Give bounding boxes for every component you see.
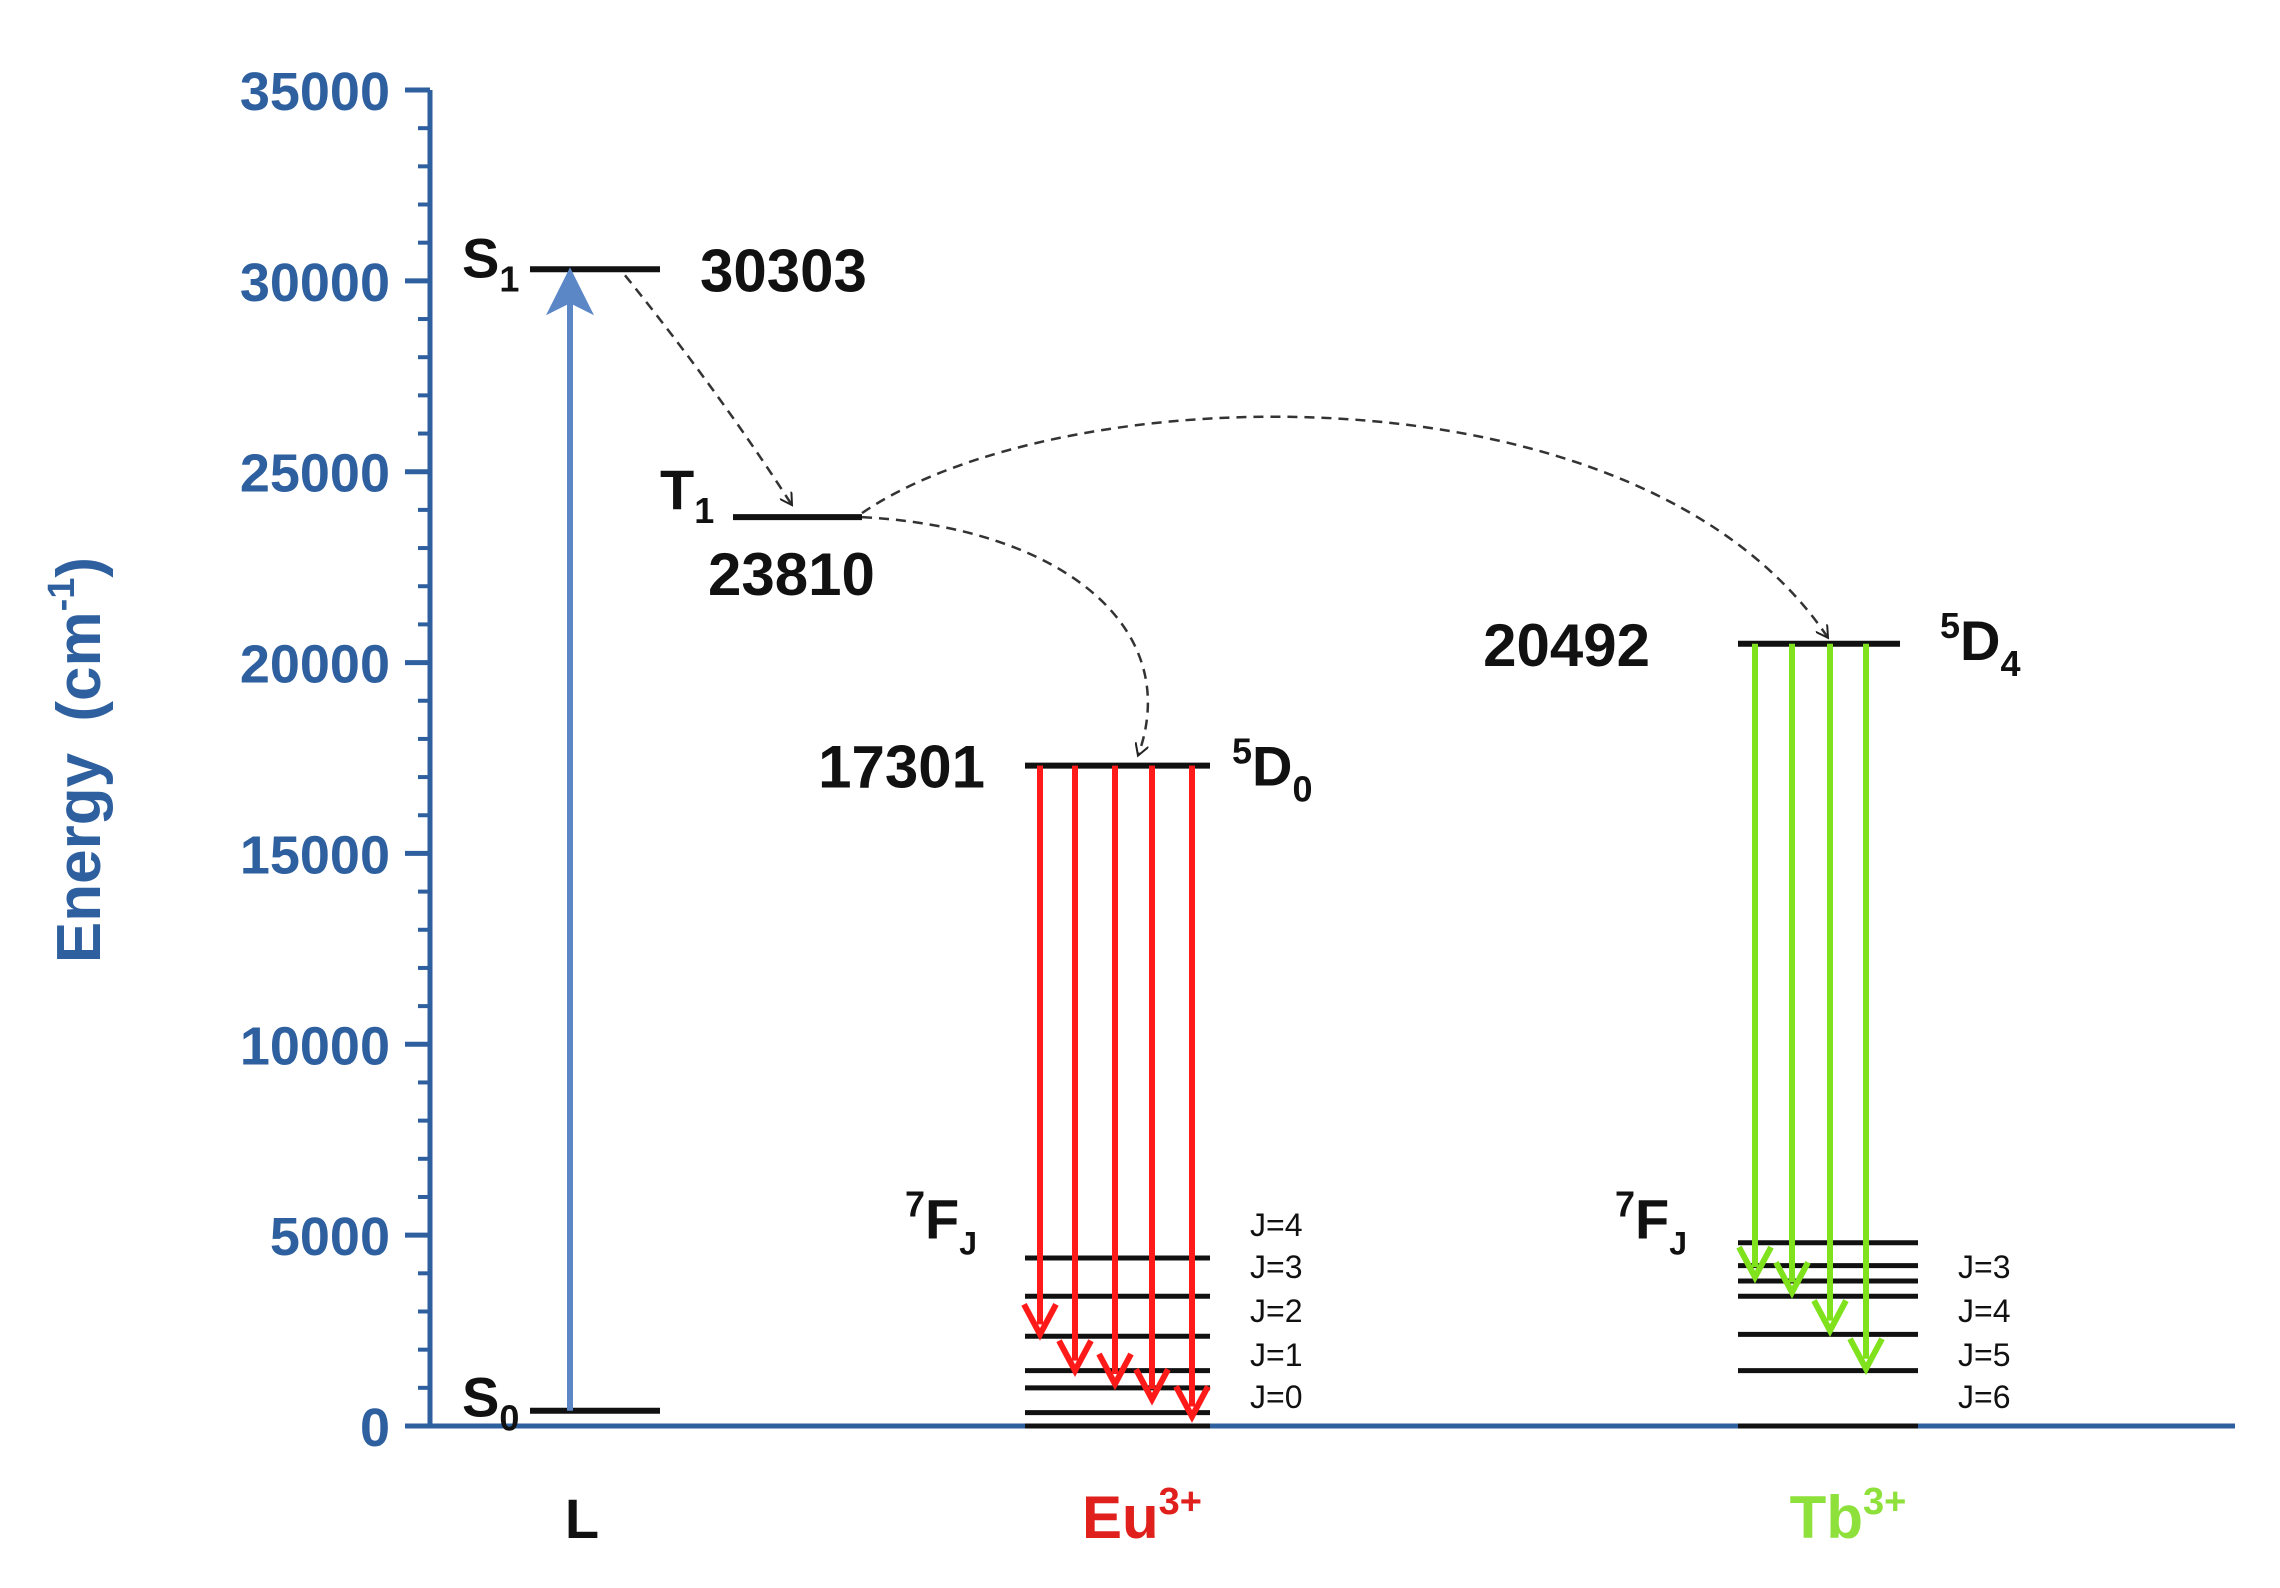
y-axis: 0 5000 10000 15000 20000 25000 30000 35000 bbox=[240, 62, 2235, 1458]
tb-arrowhead bbox=[1811, 1299, 1849, 1337]
eu-7fj-label: 7FJ bbox=[905, 1183, 977, 1261]
tb-column-label: Tb3+ bbox=[1790, 1481, 1907, 1551]
tb-arrowhead bbox=[1847, 1337, 1885, 1376]
eu-j-label: J=4 bbox=[1250, 1207, 1302, 1243]
tb-7fj-label: 7FJ bbox=[1615, 1183, 1687, 1261]
s1-label: S1 bbox=[462, 226, 519, 299]
ligand-levels bbox=[530, 266, 862, 1414]
tb-arrowhead bbox=[1773, 1260, 1811, 1299]
eu-j-label: J=1 bbox=[1250, 1337, 1302, 1373]
tb-levels: J=3 J=4 J=5 J=6 bbox=[1736, 640, 2010, 1429]
y-tick-label: 35000 bbox=[240, 62, 390, 122]
y-axis-title-unit-close: ) bbox=[45, 557, 114, 578]
t1-to-eu-transfer-arrow bbox=[861, 515, 1150, 755]
t1-energy-value: 23810 bbox=[708, 541, 875, 608]
y-axis-title: Energy (cm-1) bbox=[41, 557, 114, 963]
tb-5d4-energy-value: 20492 bbox=[1483, 612, 1650, 679]
y-axis-title-unit-sup: -1 bbox=[41, 578, 83, 612]
eu-j-label: J=0 bbox=[1250, 1379, 1302, 1415]
eu-arrowhead bbox=[1021, 1302, 1059, 1341]
svg-text:Energy (cm-1): Energy (cm-1) bbox=[41, 557, 114, 963]
eu-arrowhead bbox=[1096, 1352, 1134, 1391]
tb-j-label: J=3 bbox=[1958, 1249, 2010, 1285]
eu-5d0-energy-value: 17301 bbox=[818, 734, 985, 801]
eu-arrowhead bbox=[1173, 1385, 1211, 1423]
y-tick-label: 15000 bbox=[240, 825, 390, 885]
y-tick-label: 30000 bbox=[240, 253, 390, 313]
tb-5d4-label: 5D4 bbox=[1940, 605, 2021, 684]
tb-j-label: J=5 bbox=[1958, 1337, 2010, 1373]
y-axis-title-main: Energy bbox=[45, 752, 114, 963]
y-tick-label: 5000 bbox=[270, 1207, 390, 1267]
eu-arrowhead bbox=[1133, 1367, 1171, 1406]
y-axis-ticks: 0 5000 10000 15000 20000 25000 30000 35000 bbox=[240, 62, 430, 1458]
tb-arrowhead bbox=[1736, 1245, 1774, 1284]
t1-label: T1 bbox=[660, 458, 714, 531]
eu-column-label: Eu3+ bbox=[1082, 1481, 1202, 1551]
ligand-column-label: L bbox=[565, 1487, 599, 1550]
eu-5d0-label: 5D0 bbox=[1232, 731, 1313, 810]
eu-j-label: J=2 bbox=[1250, 1293, 1302, 1329]
y-tick-label: 10000 bbox=[240, 1016, 390, 1076]
tb-j-label: J=6 bbox=[1958, 1379, 2010, 1415]
eu-j-label: J=3 bbox=[1250, 1249, 1302, 1285]
y-tick-label: 20000 bbox=[240, 635, 390, 695]
y-axis-title-unit: (cm bbox=[45, 611, 114, 721]
s1-energy-value: 30303 bbox=[700, 237, 867, 304]
s0-label: S0 bbox=[462, 1366, 519, 1439]
eu-levels: J=4 J=3 J=2 J=1 J=0 bbox=[1021, 762, 1302, 1429]
isc-transfer-arrow bbox=[624, 274, 792, 505]
y-tick-label: 25000 bbox=[240, 444, 390, 504]
eu-arrowhead bbox=[1056, 1339, 1094, 1378]
t1-to-tb-transfer-arrow bbox=[861, 415, 1828, 638]
y-tick-label: 0 bbox=[360, 1398, 390, 1458]
tb-j-label: J=4 bbox=[1958, 1293, 2010, 1329]
